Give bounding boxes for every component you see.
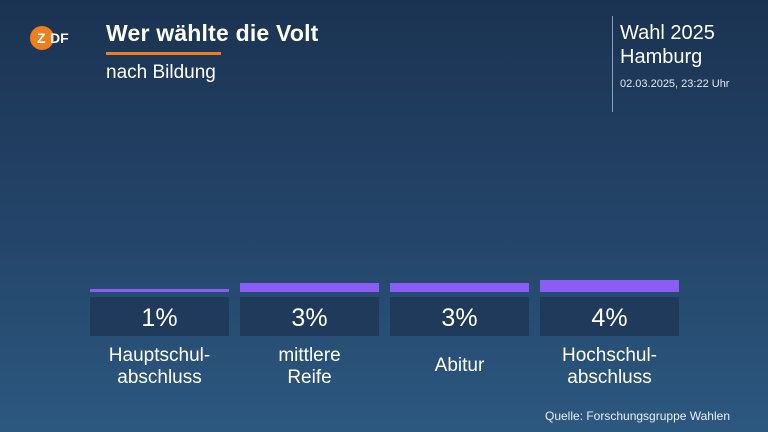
source-note: Quelle: Forschungsgruppe Wahlen bbox=[545, 409, 730, 423]
value-label-2: 3% bbox=[441, 304, 477, 332]
chart-subtitle: nach Bildung bbox=[106, 62, 216, 83]
svg-text:DF: DF bbox=[50, 30, 69, 46]
chart-title: Wer wählte die Volt bbox=[106, 20, 319, 46]
value-box-0 bbox=[90, 297, 229, 336]
election-name: Wahl 2025 bbox=[620, 22, 715, 44]
category-label-2: Abitur bbox=[435, 355, 485, 376]
category-label-1: mittlere Reife bbox=[278, 345, 340, 388]
election-region: Hamburg bbox=[620, 46, 703, 68]
value-label-0: 1% bbox=[141, 304, 177, 332]
zdf-logo: Z DF bbox=[30, 26, 69, 50]
svg-text:Z: Z bbox=[37, 30, 46, 46]
bar-1 bbox=[240, 283, 379, 292]
value-box-3 bbox=[540, 297, 679, 336]
timestamp: 02.03.2025, 23:22 Uhr bbox=[620, 78, 730, 90]
value-box-1 bbox=[240, 297, 379, 336]
value-label-3: 4% bbox=[591, 304, 627, 332]
header-divider bbox=[612, 16, 613, 112]
title-underline bbox=[106, 52, 221, 55]
value-box-2 bbox=[390, 297, 529, 336]
bar-3 bbox=[540, 280, 679, 292]
bar-0 bbox=[90, 289, 229, 292]
bar-2 bbox=[390, 283, 529, 292]
category-label-3: Hochschul-abschluss bbox=[562, 345, 657, 388]
value-label-1: 3% bbox=[291, 304, 327, 332]
category-label-0: Hauptschul-abschluss bbox=[109, 345, 210, 388]
